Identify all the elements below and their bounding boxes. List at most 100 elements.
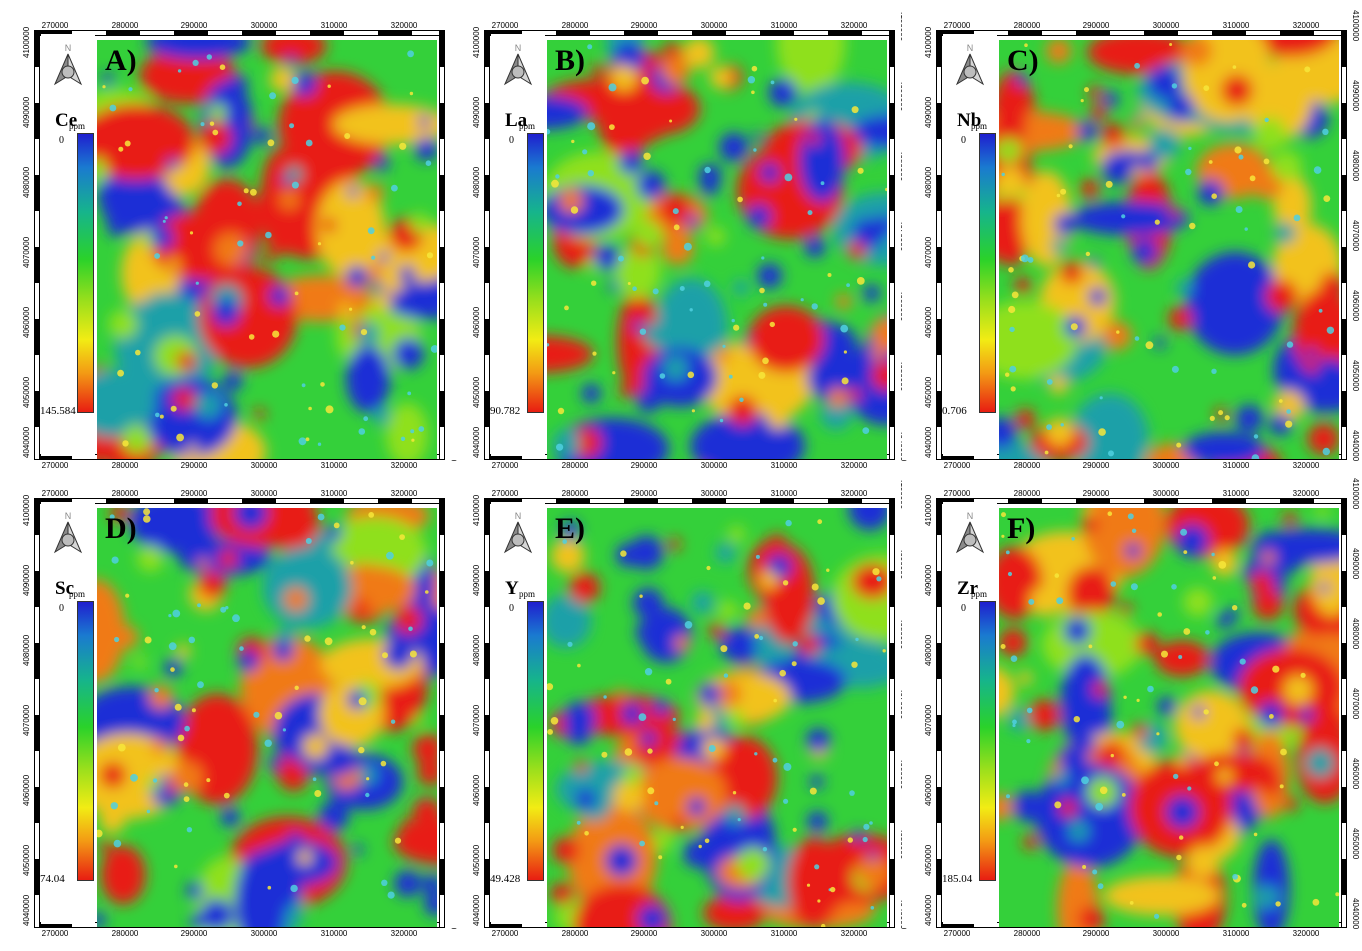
y-tick-label: 4100000 xyxy=(1351,10,1360,42)
legend-max-value: 0.706 xyxy=(942,405,967,417)
y-tick-label: 4060000 xyxy=(924,306,933,338)
y-tick-label: 4050000 xyxy=(22,844,31,876)
x-tick-label: 300000 xyxy=(250,929,278,938)
x-tick-label: 310000 xyxy=(770,461,798,470)
x-tick-label: 300000 xyxy=(700,489,728,498)
y-tick-label: 4060000 xyxy=(472,306,481,338)
north-label: N xyxy=(967,43,974,53)
x-tick-label: 270000 xyxy=(943,21,971,30)
legend-min-value: 0 xyxy=(509,135,514,146)
x-tick-label: 320000 xyxy=(1292,461,1320,470)
x-tick-label: 310000 xyxy=(1222,929,1250,938)
north-label: N xyxy=(65,43,72,53)
north-arrow-icon: N xyxy=(51,42,85,88)
x-tick-label: 310000 xyxy=(770,489,798,498)
y-tick-label: 4090000 xyxy=(924,564,933,596)
top-scale-bar xyxy=(939,498,1344,504)
x-tick-label: 290000 xyxy=(1082,21,1110,30)
unit-label: ppm xyxy=(519,121,536,131)
y-tick-label: 4040000 xyxy=(472,426,481,458)
y-tick-label: 4090000 xyxy=(924,96,933,128)
top-scale-bar xyxy=(487,498,892,504)
y-tick-label: 4050000 xyxy=(472,376,481,408)
legend-max-value: 185.04 xyxy=(942,873,973,885)
x-tick-label: 300000 xyxy=(250,489,278,498)
x-tick-label: 280000 xyxy=(111,489,139,498)
x-tick-label: 320000 xyxy=(1292,21,1320,30)
y-tick-label: 4050000 xyxy=(924,844,933,876)
map-area xyxy=(547,40,887,459)
y-tick-label: 4080000 xyxy=(1351,150,1360,182)
y-tick-label: 4060000 xyxy=(472,774,481,806)
element-label: Zr xyxy=(957,578,979,599)
y-tick-label: 4060000 xyxy=(924,774,933,806)
y-tick-label: 4090000 xyxy=(472,96,481,128)
x-tick-label: 290000 xyxy=(180,461,208,470)
y-tick-label: 4070000 xyxy=(472,236,481,268)
y-tick-label: 4090000 xyxy=(22,96,31,128)
y-tick-label: 4040000 xyxy=(472,894,481,926)
x-tick-label: 300000 xyxy=(1152,929,1180,938)
x-tick-label: 280000 xyxy=(561,21,589,30)
x-tick-label: 290000 xyxy=(630,21,658,30)
map-area xyxy=(97,40,437,459)
map-area xyxy=(97,508,437,927)
x-tick-label: 320000 xyxy=(840,461,868,470)
x-tick-label: 310000 xyxy=(320,461,348,470)
x-tick-label: 270000 xyxy=(41,929,69,938)
element-label: Y xyxy=(505,578,519,599)
top-scale-bar xyxy=(939,30,1344,36)
y-tick-label: 4050000 xyxy=(1351,360,1360,392)
x-tick-label: 300000 xyxy=(1152,461,1180,470)
x-tick-label: 290000 xyxy=(630,929,658,938)
top-scale-bar xyxy=(37,498,442,504)
y-tick-label: 4070000 xyxy=(924,704,933,736)
x-tick-label: 310000 xyxy=(1222,489,1250,498)
x-tick-label: 310000 xyxy=(320,21,348,30)
legend-max-value: 74.04 xyxy=(40,873,65,885)
north-label: N xyxy=(515,43,522,53)
x-tick-label: 310000 xyxy=(320,489,348,498)
interpolation-surface xyxy=(999,40,1339,459)
panel-letter: B) xyxy=(555,44,585,77)
y-tick-label: 4040000 xyxy=(924,894,933,926)
unit-label: ppm xyxy=(69,589,86,599)
right-scale-bar xyxy=(439,498,445,928)
y-tick-label: 4040000 xyxy=(22,426,31,458)
x-tick-label: 280000 xyxy=(561,489,589,498)
y-tick-label: 4080000 xyxy=(472,634,481,666)
y-tick-label: 4050000 xyxy=(924,376,933,408)
unit-label: ppm xyxy=(971,589,988,599)
y-tick-label: 4100000 xyxy=(22,494,31,526)
x-tick-label: 270000 xyxy=(491,929,519,938)
y-tick-label: 4080000 xyxy=(1351,618,1360,650)
interpolation-surface xyxy=(97,40,437,459)
unit-label: ppm xyxy=(519,589,536,599)
x-tick-label: 300000 xyxy=(250,461,278,470)
y-tick-label: 4060000 xyxy=(22,774,31,806)
x-tick-label: 280000 xyxy=(1013,489,1041,498)
y-tick-label: 4040000 xyxy=(22,894,31,926)
y-tick-label: 4090000 xyxy=(472,564,481,596)
y-tick-label: 4100000 xyxy=(22,26,31,58)
right-scale-bar xyxy=(889,498,895,928)
x-tick-label: 320000 xyxy=(1292,489,1320,498)
y-tick-label: 4090000 xyxy=(1351,548,1360,580)
x-tick-label: 320000 xyxy=(390,489,418,498)
map-area xyxy=(999,40,1339,459)
north-arrow-icon: N xyxy=(501,510,535,556)
legend-color-bar xyxy=(527,133,544,413)
y-tick-label: 4050000 xyxy=(22,376,31,408)
unit-label: ppm xyxy=(971,121,988,131)
legend-color-bar xyxy=(979,601,996,881)
element-label: Nb xyxy=(957,110,982,131)
y-tick-label: 4060000 xyxy=(1351,290,1360,322)
x-tick-label: 300000 xyxy=(250,21,278,30)
map-panel-ce: 270000 270000 280000 280000 290000 290000 3000… xyxy=(0,0,458,470)
legend-min-value: 0 xyxy=(961,603,966,614)
x-tick-label: 270000 xyxy=(491,489,519,498)
x-tick-label: 310000 xyxy=(770,21,798,30)
x-tick-label: 280000 xyxy=(1013,21,1041,30)
x-tick-label: 280000 xyxy=(561,461,589,470)
north-label: N xyxy=(65,511,72,521)
